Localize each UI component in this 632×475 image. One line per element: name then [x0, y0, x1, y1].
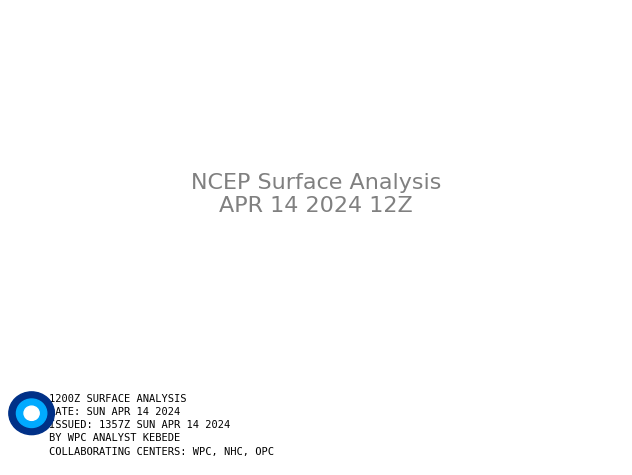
Text: 1200Z SURFACE ANALYSIS
DATE: SUN APR 14 2024
ISSUED: 1357Z SUN APR 14 2024
BY WP: 1200Z SURFACE ANALYSIS DATE: SUN APR 14 … — [49, 394, 274, 456]
Circle shape — [16, 399, 47, 428]
Circle shape — [9, 392, 54, 435]
Circle shape — [24, 406, 39, 420]
Text: NCEP Surface Analysis
APR 14 2024 12Z: NCEP Surface Analysis APR 14 2024 12Z — [191, 173, 441, 216]
